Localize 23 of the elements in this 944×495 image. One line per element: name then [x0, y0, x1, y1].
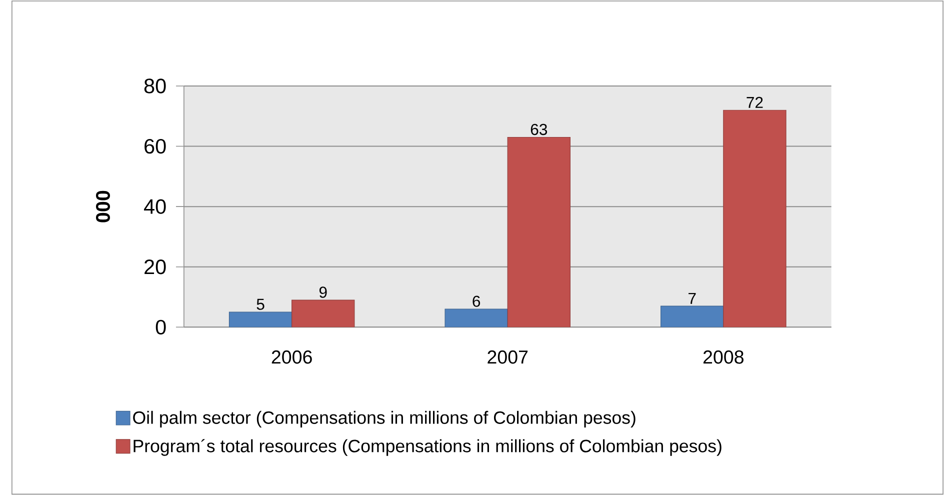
data-label: 9: [319, 286, 327, 298]
x-tick-label: 2006: [272, 350, 312, 364]
legend-label: Program´s total resources (Compensations in millions of Colombian pesos): [134, 438, 722, 456]
x-tick-label: 2008: [703, 350, 744, 364]
bar: [723, 110, 786, 328]
legend-label: Oil palm sector (Compensations in millions of Colombian pesos): [133, 410, 636, 428]
data-label: 72: [746, 96, 763, 108]
data-label: 5: [256, 298, 264, 310]
bar: [444, 308, 508, 328]
data-label: 7: [688, 292, 696, 304]
bar: [507, 136, 571, 328]
data-label: 63: [530, 124, 548, 135]
x-tick-label: 2007: [488, 350, 528, 364]
bar: [660, 306, 724, 328]
y-tick-label: 80: [144, 78, 166, 94]
y-tick-label: 40: [144, 199, 166, 214]
y-tick-label: 20: [144, 259, 166, 274]
bar: [292, 300, 355, 328]
bar: [228, 312, 292, 328]
y-tick-label: 0: [156, 320, 166, 334]
data-label: 6: [472, 296, 480, 307]
y-axis-title: 000: [96, 190, 110, 222]
y-tick-label: 60: [144, 138, 166, 154]
